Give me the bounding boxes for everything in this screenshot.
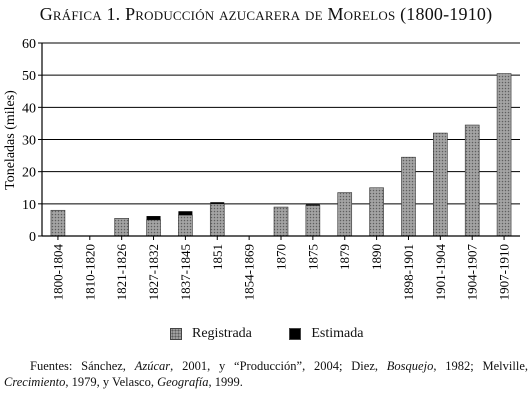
bar-estimada (210, 202, 225, 204)
bar-registrada (209, 203, 225, 237)
y-axis-label: Toneladas (miles) (3, 90, 18, 190)
legend-item-estimada: Estimada (289, 326, 363, 342)
x-tick-label: 1837-1845 (178, 244, 193, 300)
legend-label-registrada: Registrada (192, 326, 252, 341)
x-tick-label: 1854-1869 (242, 244, 257, 300)
x-tick-label: 1827-1832 (146, 244, 161, 300)
legend-label-estimada: Estimada (311, 326, 364, 341)
source-text: , 2001, y “Producción”, 2004; Diez, (170, 359, 387, 373)
source-work: Crecimiento (4, 375, 66, 389)
y-tick-label: 40 (22, 101, 36, 116)
gridlines (42, 42, 520, 205)
bar-registrada (496, 73, 512, 237)
x-tick-label: 1810-1820 (82, 244, 97, 300)
x-tick-label: 1870 (274, 244, 289, 270)
source-work: Azúcar (134, 359, 171, 373)
y-tick-label: 10 (22, 198, 36, 213)
bar-registrada (369, 187, 384, 237)
x-tick-label: 1907-1910 (497, 244, 512, 300)
bar-registrada (401, 156, 416, 237)
bar-estimada (178, 211, 193, 216)
y-tick-label: 30 (22, 134, 36, 149)
y-tick-label: 20 (22, 166, 36, 181)
legend-swatch-registrada (170, 328, 182, 340)
y-tick-label: 0 (29, 230, 36, 245)
bar-estimada (146, 216, 161, 220)
legend-swatch-estimada (289, 328, 302, 340)
bar-registrada (305, 205, 321, 237)
bar-registrada (146, 219, 161, 237)
bar-registrada (114, 218, 129, 237)
bar-registrada (337, 192, 353, 237)
bar-registrada (464, 124, 480, 237)
source-note: Fuentes: Sánchez, Azúcar, 2001, y “Produ… (4, 358, 528, 390)
x-tick-label: 1901-1904 (433, 244, 448, 301)
x-tick-label: 1904-1907 (465, 244, 480, 301)
legend: Registrada Estimada (170, 326, 397, 345)
x-tick-label: 1875 (305, 244, 320, 270)
x-tick-label: 1879 (337, 244, 352, 270)
axes: 0 10 20 30 40 50 60 1800-1804 1810-1820 1821-1826… (22, 37, 520, 300)
source-text: Fuentes: Sánchez, (30, 359, 135, 373)
x-tick-label: 1898-1901 (401, 244, 416, 300)
y-tick-label: 50 (22, 69, 36, 84)
source-work: Bosquejo (386, 359, 434, 373)
bar-registrada (433, 132, 448, 237)
x-tick-label: 1800-1804 (50, 244, 65, 301)
chart-title: Gráfica 1. Producción azucarera de Morel… (39, 4, 493, 24)
source-text: , 1999. (208, 375, 243, 389)
source-text: , 1982; Melville, (433, 359, 528, 373)
source-text: , 1979, y Velasco, (65, 375, 158, 389)
bars (50, 73, 512, 237)
x-tick-label: 1851 (210, 244, 225, 270)
bar-estimada (305, 204, 320, 206)
bar-registrada (273, 206, 289, 237)
x-tick-label: 1890 (369, 244, 384, 270)
bar-registrada (50, 209, 66, 237)
bar-registrada (178, 214, 193, 237)
legend-item-registrada: Registrada (170, 326, 252, 342)
source-work: Geografía (157, 375, 209, 389)
y-tick-label: 60 (22, 37, 36, 52)
bar-chart: 0 10 20 30 40 50 60 1800-1804 1810-1820 1821-1826… (3, 37, 520, 300)
x-tick-label: 1821-1826 (114, 244, 129, 301)
